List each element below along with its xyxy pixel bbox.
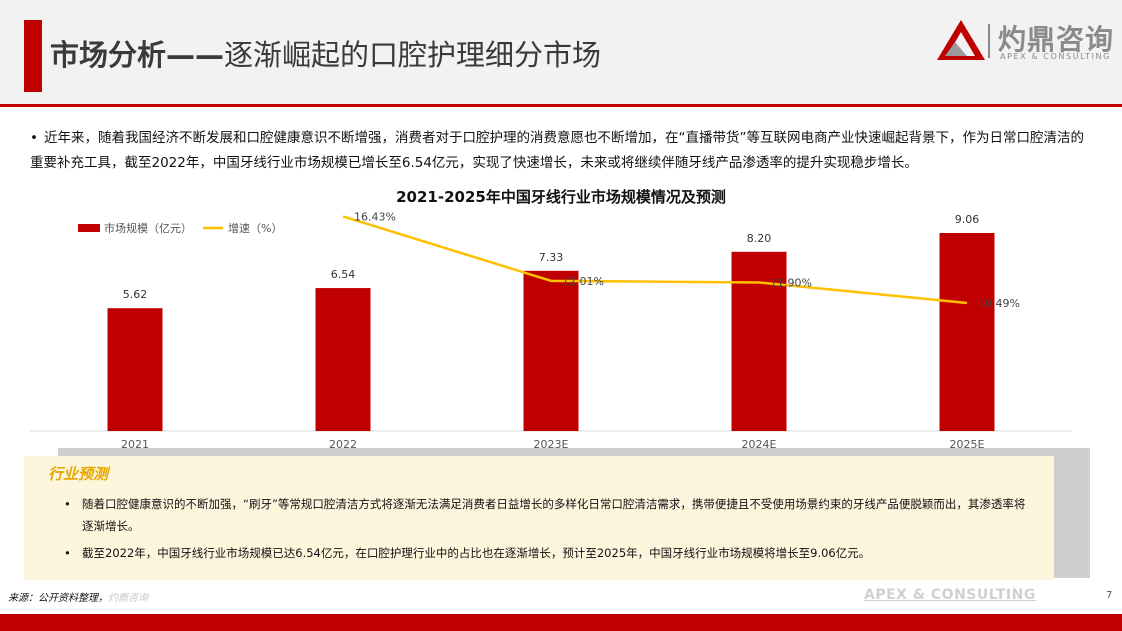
bar-data-label: 8.20	[747, 232, 772, 245]
footer-brand: APEX & CONSULTING	[864, 587, 1036, 603]
x-tick-label: 2022	[329, 438, 357, 451]
page-title: 市场分析——逐渐崛起的口腔护理细分市场	[50, 32, 601, 74]
header	[0, 0, 1122, 106]
prediction-title: 行业预测	[48, 465, 109, 483]
source-label: 来源：公开资料整理，	[8, 593, 108, 604]
bar-data-label: 6.54	[331, 268, 356, 281]
x-tick-label: 2024E	[742, 438, 777, 451]
legend-swatch-bar	[78, 224, 100, 232]
bar	[315, 288, 371, 431]
x-tick-label: 2021	[121, 438, 149, 451]
growth-line	[342, 215, 968, 305]
chart-title: 2021-2025年中国牙线行业市场规模情况及预测	[396, 188, 726, 206]
bar-data-label: 9.06	[955, 213, 980, 226]
line-data-label: 12.01%	[562, 275, 604, 288]
bar	[107, 308, 163, 431]
page-number: 7	[1106, 590, 1113, 601]
bar	[523, 270, 579, 431]
legend-label: 市场规模（亿元）	[104, 221, 192, 235]
line-data-label: 11.90%	[770, 276, 812, 289]
logo-subtitle: APEX & CONSULTING	[1000, 52, 1111, 61]
bar-data-label: 5.62	[123, 288, 148, 301]
footer-bar	[0, 614, 1122, 631]
bullet-dot-icon: •	[64, 546, 71, 560]
x-tick-label: 2025E	[950, 438, 985, 451]
prediction-box	[24, 456, 1054, 580]
x-tick-label: 2023E	[534, 438, 569, 451]
market-size-chart: 市场规模（亿元） 增速（%） 5.62 2021 6.54 2022 7.33 2023E 8.…	[30, 210, 1072, 451]
bar-data-label: 7.33	[539, 251, 564, 264]
prediction-item: • 截至2022年，中国牙线行业市场规模已达6.54亿元，在口腔护理行业中的占比也…	[64, 542, 1026, 564]
logo-name: 灼鼎咨询	[998, 23, 1115, 56]
header-divider	[0, 104, 1122, 107]
prediction-item-text: 随着口腔健康意识的不断加强，“刷牙”等常规口腔清洁方式将逐渐无法满足消费者日益增…	[82, 497, 1026, 533]
triangle-logo-icon	[937, 20, 990, 60]
page-title-sub: 逐渐崛起的口腔护理细分市场	[224, 38, 602, 72]
prediction-item-text: 截至2022年，中国牙线行业市场规模已达6.54亿元，在口腔护理行业中的占比也在…	[82, 546, 871, 560]
line-data-label: 16.43%	[354, 210, 396, 223]
header-accent-bar	[24, 20, 42, 92]
bar	[939, 233, 995, 431]
bullet-dot-icon: •	[30, 130, 38, 146]
page-title-main: 市场分析——	[50, 38, 225, 72]
intro-paragraph: • 近年来，随着我国经济不断发展和口腔健康意识不断增强，消费者对于口腔护理的消费意…	[30, 126, 1092, 176]
source-watermark: 灼鼎咨询	[108, 593, 148, 604]
source-note: 来源：公开资料整理，灼鼎咨询	[8, 589, 148, 604]
intro-text: 近年来，随着我国经济不断发展和口腔健康意识不断增强，消费者对于口腔护理的消费意愿…	[30, 130, 1084, 171]
legend-label: 增速（%）	[228, 221, 282, 235]
prediction-item: • 随着口腔健康意识的不断加强，“刷牙”等常规口腔清洁方式将逐渐无法满足消费者日益…	[64, 493, 1026, 537]
bullet-dot-icon: •	[64, 497, 71, 511]
line-data-label: 10.49%	[978, 297, 1020, 310]
